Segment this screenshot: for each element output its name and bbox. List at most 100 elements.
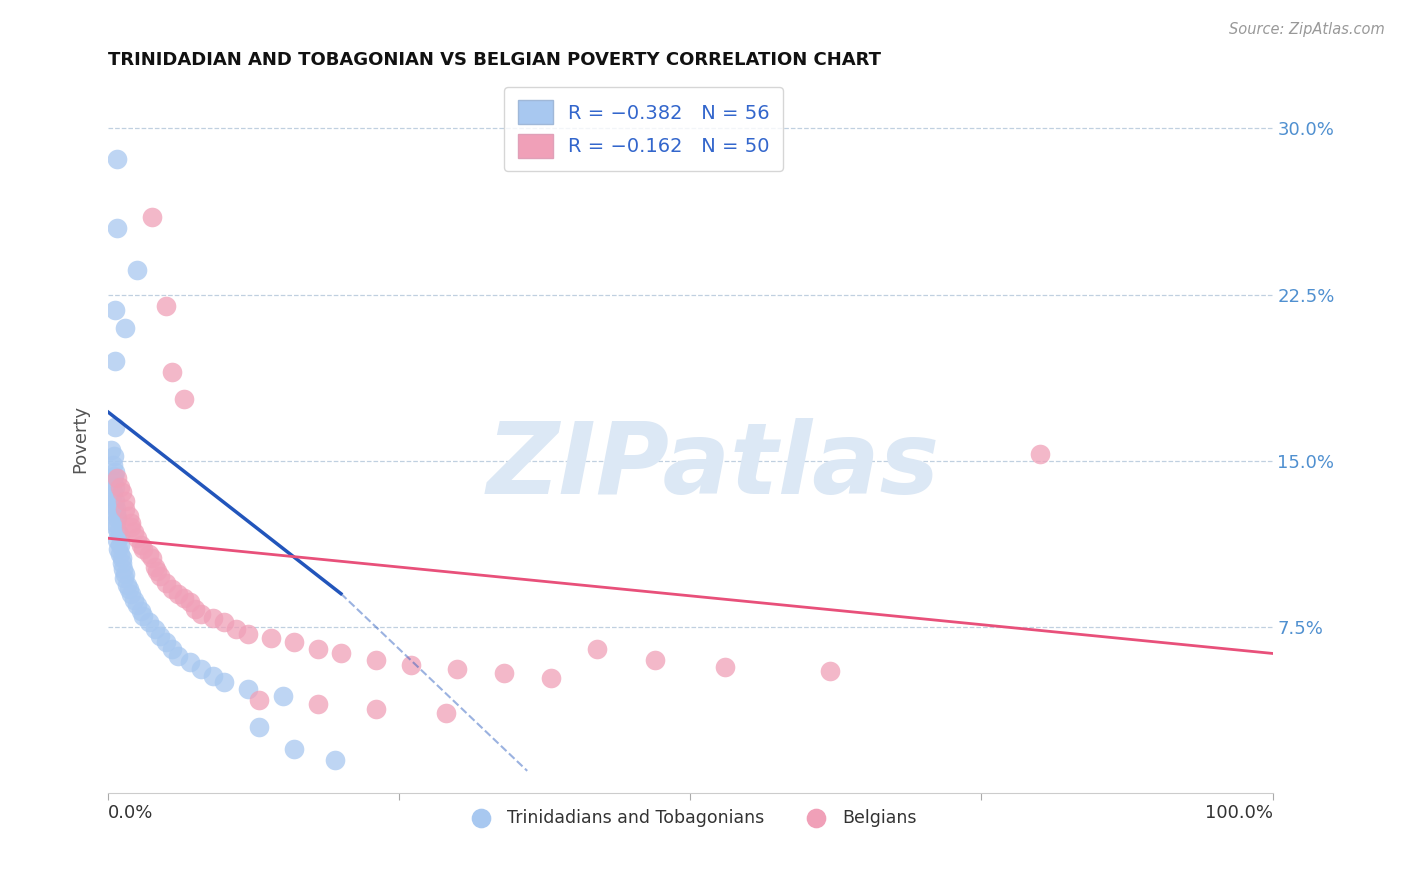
Point [179,655,201,669]
Point [103,469,125,483]
Point [214,615,236,630]
Point [122,593,145,607]
Point [446,662,468,676]
Point [364,653,387,667]
Point [138,547,160,561]
Point [105,533,128,548]
Point [104,516,127,530]
Point [184,602,207,616]
Point [111,484,134,499]
Point [644,653,666,667]
Point [104,493,127,508]
Point [155,299,177,313]
Point [105,153,128,167]
Point [104,420,127,434]
Point [105,511,128,525]
Point [283,741,305,756]
Point [101,484,124,499]
Text: 100.0%: 100.0% [1205,804,1272,822]
Point [141,551,163,566]
Point [146,565,169,579]
Point [115,578,138,592]
Point [236,681,259,696]
Point [167,648,190,663]
Point [236,626,259,640]
Point [132,608,155,623]
Point [105,507,128,521]
Point [160,582,183,597]
Point [127,263,149,277]
Point [201,611,224,625]
Point [214,675,236,690]
Point [112,571,135,585]
Point [247,693,270,707]
Point [1028,447,1050,461]
Point [105,471,128,485]
Point [118,582,141,597]
Point [190,607,212,621]
Point [492,666,515,681]
Point [122,524,145,539]
Point [100,442,122,457]
Point [104,465,127,479]
Point [132,542,155,557]
Point [105,502,128,516]
Point [127,598,149,612]
Point [111,556,134,570]
Point [101,474,124,488]
Point [108,547,131,561]
Point [103,450,125,464]
Point [129,538,152,552]
Point [108,529,131,543]
Point [105,221,128,235]
Text: Source: ZipAtlas.com: Source: ZipAtlas.com [1229,22,1385,37]
Point [104,303,127,318]
Point [129,604,152,618]
Y-axis label: Poverty: Poverty [72,404,89,473]
Point [104,354,127,368]
Point [714,659,737,673]
Point [586,642,609,657]
Point [120,520,142,534]
Point [138,615,160,630]
Point [155,575,177,590]
Legend: Trinidadians and Tobagonians, Belgians: Trinidadians and Tobagonians, Belgians [457,802,924,834]
Point [114,493,136,508]
Text: TRINIDADIAN AND TOBAGONIAN VS BELGIAN POVERTY CORRELATION CHART: TRINIDADIAN AND TOBAGONIAN VS BELGIAN PO… [108,51,882,69]
Point [143,622,166,636]
Point [100,489,122,503]
Point [114,566,136,581]
Point [107,542,129,557]
Point [118,509,141,524]
Point [160,365,183,379]
Point [818,664,841,678]
Point [114,502,136,516]
Point [127,531,149,545]
Point [364,702,387,716]
Point [167,587,190,601]
Point [247,720,270,734]
Point [225,622,247,636]
Point [120,587,142,601]
Point [155,635,177,649]
Text: ZIPatlas: ZIPatlas [486,418,941,516]
Point [323,753,346,767]
Point [149,629,172,643]
Point [103,498,125,512]
Point [108,538,131,552]
Point [173,392,195,406]
Point [173,591,195,605]
Point [190,662,212,676]
Point [260,631,283,645]
Point [107,524,129,539]
Point [201,668,224,682]
Point [111,551,134,566]
Point [149,569,172,583]
Text: 0.0%: 0.0% [108,804,153,822]
Point [399,657,422,672]
Point [283,635,305,649]
Point [271,689,294,703]
Point [104,480,127,494]
Point [329,647,352,661]
Point [112,562,135,576]
